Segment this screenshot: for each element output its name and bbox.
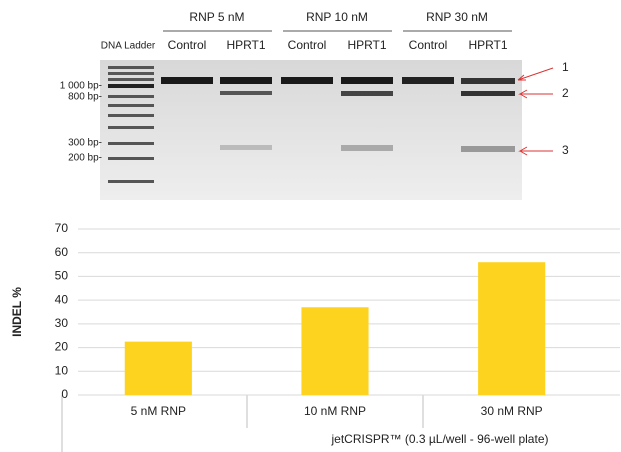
y-tick-label: 70 [55, 221, 69, 235]
y-tick-label: 30 [55, 316, 69, 330]
group-header: RNP 10 nM [306, 10, 368, 24]
ladder-label: DNA Ladder [101, 41, 156, 52]
size-label: 1 000 bp- [60, 81, 102, 92]
lane-label: HPRT1 [468, 38, 507, 52]
y-tick-label: 10 [55, 363, 69, 377]
lane-label: HPRT1 [347, 38, 386, 52]
y-tick-label: 20 [55, 340, 69, 354]
bar [125, 342, 192, 395]
size-label: 800 bp- [68, 92, 102, 103]
arrows [518, 68, 553, 155]
y-tick-label: 60 [55, 245, 69, 259]
bar [478, 262, 545, 395]
size-label: 300 bp- [68, 138, 102, 149]
figure: RNP 5 nM RNP 10 nM RNP 30 nM Control HPR… [0, 0, 621, 452]
x-tick-label: 10 nM RNP [304, 404, 366, 418]
x-axis-title: jetCRISPR™ (0.3 µL/well - 96-well plate) [331, 432, 549, 446]
x-tick-label: 30 nM RNP [481, 404, 543, 418]
lane-label: Control [168, 38, 207, 52]
lane-label: HPRT1 [226, 38, 265, 52]
gel: RNP 5 nM RNP 10 nM RNP 30 nM Control HPR… [60, 10, 569, 200]
y-tick-label: 40 [55, 292, 69, 306]
band-label: 1 [562, 60, 569, 74]
y-axis-title: INDEL % [10, 287, 24, 337]
size-label: 200 bp- [68, 153, 102, 164]
group-header: RNP 5 nM [189, 10, 244, 24]
y-tick-label: 0 [61, 387, 68, 401]
bar [301, 307, 368, 395]
y-tick-label: 50 [55, 269, 69, 283]
lane-label: Control [409, 38, 448, 52]
group-header: RNP 30 nM [426, 10, 488, 24]
x-tick-label: 5 nM RNP [131, 404, 186, 418]
lane-label: Control [288, 38, 327, 52]
band-label: 2 [562, 86, 569, 100]
band-label: 3 [562, 143, 569, 157]
